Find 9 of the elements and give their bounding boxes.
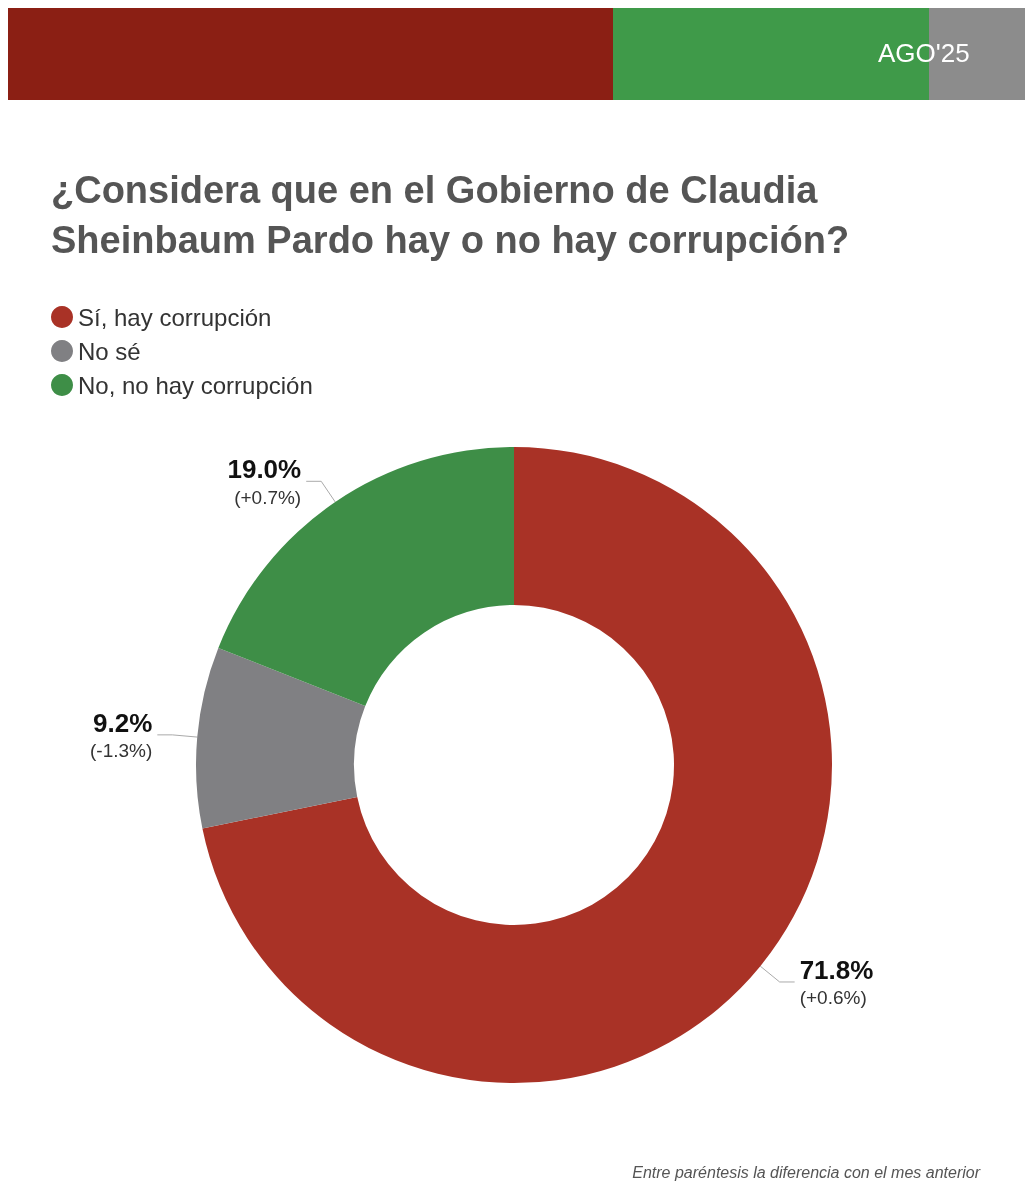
legend-label: No, no hay corrupción <box>78 371 313 399</box>
data-label: 19.0% (+0.7%) <box>227 454 302 508</box>
data-label: 9.2% (-1.3%) <box>90 707 153 762</box>
legend-label: No sé <box>78 337 141 365</box>
chart-title: ¿Considera que en el Gobierno de Claudia Sheinbaum Pardo hay o no hay corrupción? <box>51 169 850 261</box>
legend-label: Sí, hay corrupción <box>78 303 272 331</box>
text: Entre paréntesis la diferencia con el mes anterior <box>632 1163 981 1181</box>
chart-subtitle: AGO'25 <box>878 38 970 69</box>
data-label: 71.8% (+0.6%) <box>799 954 874 1009</box>
